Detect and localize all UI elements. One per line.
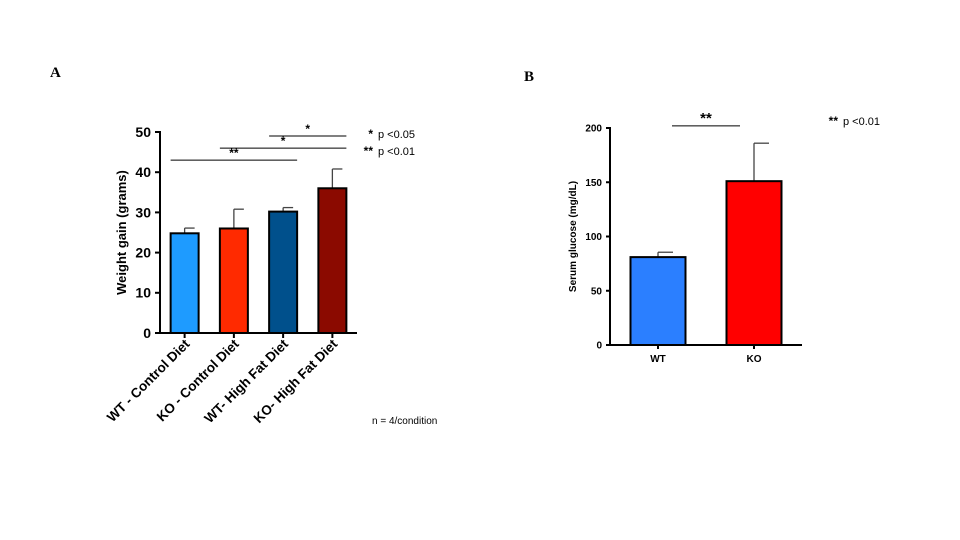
y-tick-label: 50 [591, 286, 603, 297]
bar [725, 180, 783, 346]
category-label: KO [747, 354, 762, 365]
panel-letter-b: B [524, 69, 534, 85]
sample-size-note: n = 4/condition [372, 416, 437, 427]
y-tick-label: 200 [585, 124, 602, 135]
legend-symbol: ** [829, 114, 839, 128]
bar [218, 227, 249, 334]
category-label: WT - Control Diet [104, 336, 193, 425]
panel-letter-a: A [50, 65, 61, 81]
category-label: KO - Control Diet [154, 336, 242, 424]
y-tick-label: 50 [135, 124, 151, 140]
serum-glucose-chart: 0 50 100 150 200 Serum glucose (mg/dL) WT KO ** *… [568, 110, 880, 365]
legend-symbol: ** [364, 144, 374, 158]
bar [629, 256, 687, 346]
y-tick-label: 0 [596, 341, 602, 352]
weight-gain-chart: 0 10 20 30 40 50 Weight gain (grams) WT - Contr… [104, 122, 437, 427]
bar [169, 232, 200, 334]
y-axis-title: Weight gain (grams) [114, 170, 129, 295]
y-axis-title: Serum glucose (mg/dL) [568, 181, 579, 292]
legend-text: p <0.05 [378, 129, 415, 141]
y-tick-label: 40 [135, 164, 151, 180]
significance-stars: ** [700, 110, 712, 127]
bar [317, 187, 348, 334]
category-label: KO- High Fat Diet [251, 336, 341, 426]
significance-stars: ** [229, 146, 239, 160]
bar [268, 210, 299, 334]
category-label: WT [650, 354, 666, 365]
y-tick-label: 10 [135, 285, 151, 301]
significance-stars: * [305, 122, 310, 136]
significance-stars: * [281, 134, 286, 148]
category-label: WT- High Fat Diet [201, 336, 291, 426]
y-tick-label: 100 [585, 232, 602, 243]
y-tick-label: 150 [585, 178, 602, 189]
legend-text: p <0.01 [378, 146, 415, 158]
legend-text: p <0.01 [843, 116, 880, 128]
y-tick-label: 0 [143, 325, 151, 341]
legend-symbol: * [368, 127, 373, 141]
y-tick-label: 20 [135, 245, 151, 261]
y-tick-label: 30 [135, 204, 151, 220]
